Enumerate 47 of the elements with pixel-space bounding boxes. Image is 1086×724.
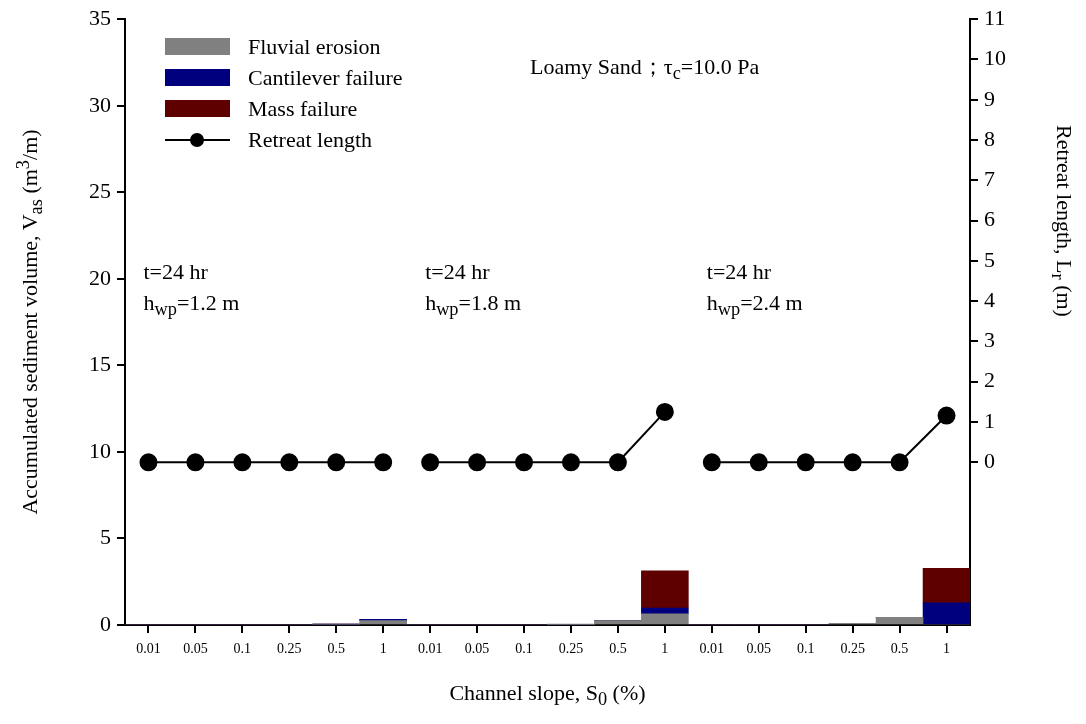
y2-tick-label: 10 (984, 45, 1006, 71)
y-tick-label: 25 (89, 178, 111, 204)
x-tick-label: 0.5 (609, 641, 627, 657)
y-tick-label: 20 (89, 264, 111, 290)
y2-tick-label: 1 (984, 407, 995, 433)
y2-tick-label: 6 (984, 206, 995, 232)
x-tick-label: 0.5 (327, 641, 345, 657)
y-tick-label: 35 (89, 4, 111, 30)
y2-tick-label: 3 (984, 327, 995, 353)
x-tick-label: 0.01 (136, 641, 161, 657)
x-tick-label: 0.05 (464, 641, 490, 657)
x-tick-label: 0.1 (233, 641, 252, 657)
legend-label: Mass failure (248, 95, 358, 122)
x-tick-label: 1 (943, 641, 951, 657)
x-tick-label: 1 (379, 641, 387, 657)
y2-tick-label: 0 (984, 448, 995, 474)
x-tick-label: 0.05 (183, 641, 208, 657)
annotation: t=24 hr h$_{wp}$=1.2 m (143, 258, 240, 322)
x-tick-label: 0.01 (417, 641, 443, 657)
x-tick-label: 0.25 (277, 641, 302, 657)
y2-tick-label: 4 (984, 286, 995, 312)
x-tick-label: 0.25 (840, 641, 865, 657)
y-tick-label: 10 (89, 437, 111, 463)
x-tick-label: 0.05 (746, 641, 771, 657)
legend-label: Cantilever failure (248, 64, 403, 91)
annotation: t=24 hr h$_{wp}$=1.8 m (425, 258, 522, 322)
x-tick-label: 0.1 (515, 641, 533, 657)
y-tick-label: 0 (100, 610, 111, 636)
y-tick-label: 30 (89, 91, 111, 117)
y2-tick-label: 11 (984, 4, 1006, 30)
annotation: t=24 hr h$_{wp}$=2.4 m (706, 258, 803, 322)
y-tick-label: 5 (100, 524, 111, 550)
x-tick-label: 0.01 (699, 641, 725, 657)
y2-tick-label: 7 (984, 166, 995, 192)
legend-label: Retreat length (248, 126, 373, 153)
x-tick-label: 0.1 (796, 641, 815, 657)
y2-tick-label: 5 (984, 246, 995, 272)
annotation: Loamy Sand；τ$_{c}$=10.0 Pa (530, 53, 760, 85)
y2-tick-label: 2 (984, 367, 995, 393)
x-tick-label: 0.5 (890, 641, 909, 657)
y2-tick-label: 8 (984, 125, 995, 151)
y-tick-label: 15 (89, 351, 111, 377)
x-tick-label: 1 (661, 641, 669, 657)
y2-tick-label: 9 (984, 85, 995, 111)
legend-label: Fluvial erosion (248, 33, 381, 60)
x-tick-label: 0.25 (558, 641, 584, 657)
x-axis-title: Channel slope, S$_{0}$ (%) (449, 680, 646, 711)
